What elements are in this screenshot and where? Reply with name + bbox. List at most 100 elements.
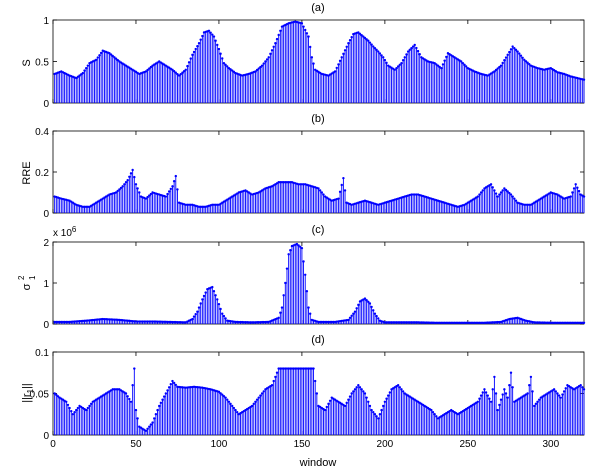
stem-marker xyxy=(385,321,388,324)
stem-marker xyxy=(476,400,479,403)
stem-marker xyxy=(184,68,187,72)
stem-marker xyxy=(401,321,405,324)
y-tick-label: 1 xyxy=(43,16,49,27)
stem-marker xyxy=(305,367,309,370)
stem-series xyxy=(53,367,586,435)
stem-marker xyxy=(342,52,345,56)
stem-marker xyxy=(433,321,436,324)
stem-marker xyxy=(279,367,282,370)
stem-marker xyxy=(65,320,68,324)
stem-marker xyxy=(144,320,148,323)
stem-marker xyxy=(574,183,577,186)
stem-marker xyxy=(285,181,289,184)
stem-marker xyxy=(528,384,531,387)
stem-marker xyxy=(211,203,214,206)
stem-marker xyxy=(167,386,171,389)
stem-marker xyxy=(562,390,566,393)
stem-marker xyxy=(272,379,275,383)
stem-marker xyxy=(148,320,151,323)
stem-marker xyxy=(199,302,202,305)
stem-marker xyxy=(348,316,352,320)
stem-marker xyxy=(323,320,327,324)
stem-marker xyxy=(504,188,508,192)
stem-marker xyxy=(75,76,78,80)
stem-marker xyxy=(144,70,148,73)
stem-marker xyxy=(455,321,458,324)
stem-marker xyxy=(320,320,324,324)
stem-marker xyxy=(498,403,501,407)
stem-marker xyxy=(222,394,226,398)
stem-marker xyxy=(406,50,410,53)
stem-marker xyxy=(460,60,463,63)
x-tick-label: 150 xyxy=(294,439,311,450)
stem-marker xyxy=(405,321,408,324)
stem-marker xyxy=(400,388,403,391)
stem-marker xyxy=(377,317,380,320)
stem-marker xyxy=(234,408,237,412)
stem-marker xyxy=(222,314,226,318)
stem-marker xyxy=(380,408,383,412)
stem-marker xyxy=(254,400,257,403)
stem-marker xyxy=(305,32,309,35)
stem-marker xyxy=(572,187,576,190)
stem-marker xyxy=(509,193,513,196)
stem-marker xyxy=(86,406,90,410)
stem-marker xyxy=(382,56,385,59)
stem-marker xyxy=(574,321,577,324)
stem-marker xyxy=(129,172,133,175)
stem-marker xyxy=(277,316,280,320)
stem-marker xyxy=(280,306,284,309)
stem-marker xyxy=(172,70,176,73)
stem-marker xyxy=(440,321,443,324)
stem-marker xyxy=(537,398,541,401)
y-tick-label: 0 xyxy=(43,99,49,110)
stem-marker xyxy=(197,42,201,45)
stem-marker xyxy=(529,375,533,379)
stem-marker xyxy=(128,175,131,178)
stem-marker xyxy=(201,34,204,38)
stem-marker xyxy=(461,61,465,65)
stem-marker xyxy=(396,384,400,387)
stem-marker xyxy=(88,404,91,408)
stem-marker xyxy=(217,390,221,394)
stem-marker xyxy=(476,195,479,198)
stem-marker xyxy=(309,45,312,49)
stem-marker xyxy=(581,321,584,324)
stem-marker xyxy=(176,72,179,76)
stem-marker xyxy=(153,417,156,420)
stem-marker xyxy=(347,42,350,45)
stem-marker xyxy=(456,321,460,324)
stem-marker xyxy=(378,413,382,416)
stem-marker xyxy=(388,391,392,394)
stem-marker xyxy=(280,367,284,370)
stem-marker xyxy=(503,187,506,190)
stem-marker xyxy=(373,47,377,50)
x-tick-label: 50 xyxy=(130,439,142,450)
stem-marker xyxy=(388,321,392,324)
stem-marker xyxy=(136,417,139,420)
stem-marker xyxy=(177,74,181,77)
stem-marker xyxy=(134,408,138,412)
stem-marker xyxy=(526,392,529,395)
stem-marker xyxy=(358,386,362,389)
stem-marker xyxy=(559,321,562,324)
panel-c-ylabel-sup: 2 xyxy=(17,275,26,280)
stem-marker xyxy=(474,321,478,324)
stem-marker xyxy=(415,46,418,50)
stem-marker xyxy=(131,384,134,387)
stem-marker xyxy=(307,306,310,309)
stem-marker xyxy=(468,321,471,324)
stem-marker xyxy=(280,181,284,184)
stem-marker xyxy=(84,66,88,70)
stem-marker xyxy=(513,47,516,50)
stem-marker xyxy=(330,320,333,324)
stem-marker xyxy=(166,192,169,196)
stem-marker xyxy=(212,203,216,206)
stem-marker xyxy=(227,66,231,70)
stem-marker xyxy=(491,388,494,391)
stem-marker xyxy=(433,413,436,416)
stem-marker xyxy=(222,61,226,65)
stem-marker xyxy=(499,398,503,401)
stem-marker xyxy=(295,367,299,370)
stem-marker xyxy=(96,56,100,59)
